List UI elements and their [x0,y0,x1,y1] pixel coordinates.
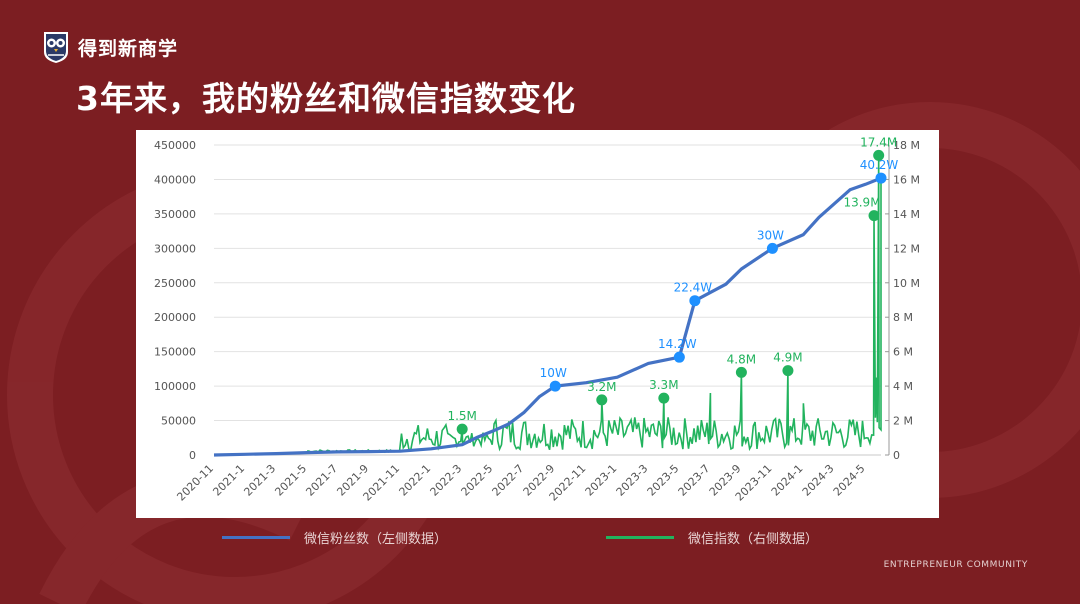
fans-line [213,176,882,457]
right-tick-label: 14 M [893,208,920,221]
fans-marker [549,380,561,392]
left-y-axis: 0 50000 100000 150000 200000 250000 300000 3500… [154,139,196,462]
annotations: 10W 14.2W 22.4W 30W 40.2W 1.5M 3.2M 3.3M 4.8M 4.9… [447,135,899,435]
left-tick-label: 350000 [154,208,196,221]
footer-text: ENTREPRENEUR COMMUNITY [883,560,1028,570]
x-tick-label: 2022-7 [490,462,527,499]
x-axis: 2020-112021-12021-32021-52021-72021-9202… [174,454,881,504]
x-tick-label: 2024-3 [800,462,837,499]
left-tick-label: 150000 [154,346,196,359]
left-tick-label: 50000 [161,415,196,428]
right-tick-label: 12 M [893,242,920,255]
x-tick-label: 2023-1 [583,462,620,499]
index-line [307,155,882,454]
left-tick-label: 450000 [154,139,196,152]
dual-axis-line-chart: 0 50000 100000 150000 200000 250000 300000 3500… [154,135,920,504]
x-tick-label: 2022-1 [397,462,434,499]
legend-fans: 微信粉丝数（左侧数据） [222,528,447,547]
index-marker [868,210,880,222]
brand: 得到新商学 [42,30,178,64]
right-tick-label: 16 M [893,173,920,186]
index-data-label: 4.8M [727,352,756,366]
index-marker [658,392,670,404]
right-tick-label: 18 M [893,139,920,152]
legend-index: 微信指数（右侧数据） [606,528,818,547]
right-tick-label: 4 M [893,380,913,393]
left-tick-label: 400000 [154,173,196,186]
right-tick-label: 6 M [893,346,913,359]
brand-name: 得到新商学 [78,37,179,60]
fans-series [213,176,882,457]
left-tick-label: 100000 [154,380,196,393]
index-marker [596,394,608,406]
right-y-axis: 0 2 M 4 M 6 M 8 M 10 M 12 M 14 M 16 M 18 M [885,139,920,462]
left-tick-label: 250000 [154,277,196,290]
index-marker [873,149,885,161]
index-data-label: 13.9M [843,196,880,210]
index-data-label: 3.2M [587,380,616,394]
grid-lines [214,144,881,456]
fans-marker [766,242,778,254]
fans-data-label: 30W [757,228,784,242]
index-data-label: 3.3M [649,378,678,392]
legend-fans-swatch [222,536,290,539]
left-tick-label: 0 [189,449,196,462]
x-tick-label: 2024-1 [769,462,806,499]
index-marker [782,365,794,377]
owl-shield-logo-icon [44,32,68,63]
x-tick-label: 2023-3 [614,462,651,499]
x-tick-label: 2023-7 [676,462,713,499]
right-tick-label: 8 M [893,311,913,324]
index-marker [735,366,747,378]
x-tick-label: 2021-3 [241,462,278,499]
fans-marker [875,172,887,184]
x-tick-label: 2021-7 [303,462,340,499]
fans-data-label: 40.2W [860,158,899,172]
legend-fans-label: 微信粉丝数（左侧数据） [304,532,448,547]
right-tick-label: 10 M [893,277,920,290]
x-tick-label: 2020-11 [174,462,216,504]
index-marker [456,423,468,435]
left-tick-label: 200000 [154,311,196,324]
legend-index-swatch [606,536,674,539]
left-tick-label: 300000 [154,242,196,255]
right-tick-label: 2 M [893,415,913,428]
x-tick-label: 2021-1 [210,462,247,499]
x-tick-label: 2022-3 [428,462,465,499]
chart-card: 0 50000 100000 150000 200000 250000 300000 3500… [136,130,939,518]
index-series [307,155,882,454]
fans-marker [673,351,685,363]
fans-data-label: 10W [540,366,567,380]
x-tick-label: 2023-5 [645,462,682,499]
legend-index-label: 微信指数（右侧数据） [688,532,819,547]
x-tick-label: 2024-5 [831,462,868,499]
index-data-label: 17.4M [860,135,897,149]
right-tick-label: 0 [893,449,900,462]
fans-data-label: 14.2W [658,337,697,351]
fans-data-label: 22.4W [674,281,713,295]
x-tick-label: 2022-5 [459,462,496,499]
index-data-label: 1.5M [447,409,476,423]
fans-marker [689,295,701,307]
x-tick-label: 2021-5 [272,462,309,499]
page-title: 3年来，我的粉丝和微信指数变化 [76,79,576,118]
index-data-label: 4.9M [773,351,802,365]
